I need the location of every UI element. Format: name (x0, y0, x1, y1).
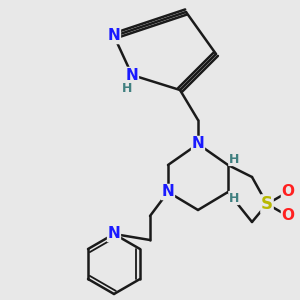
Text: N: N (192, 136, 204, 152)
Text: N: N (108, 28, 120, 44)
Text: N: N (108, 226, 120, 242)
Text: N: N (126, 68, 138, 82)
Text: H: H (229, 191, 239, 205)
Text: H: H (229, 152, 239, 166)
Text: N: N (162, 184, 174, 200)
Text: H: H (122, 82, 133, 95)
Text: O: O (281, 184, 295, 200)
Text: S: S (261, 195, 273, 213)
Text: O: O (281, 208, 295, 224)
